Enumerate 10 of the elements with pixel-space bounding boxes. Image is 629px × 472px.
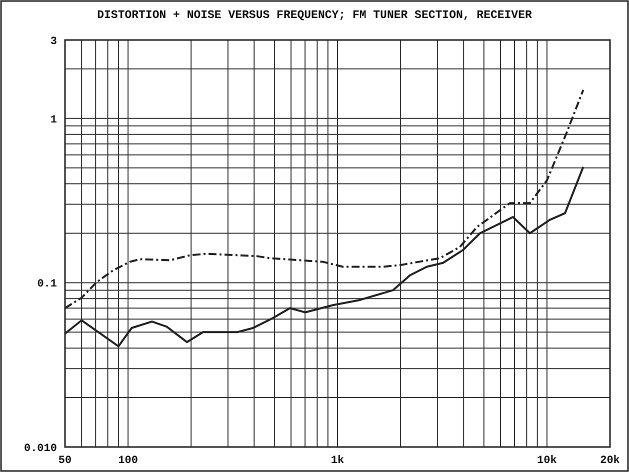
y-tick-label: 0.1 bbox=[37, 278, 58, 291]
y-tick-label: 1 bbox=[50, 114, 58, 126]
x-tick-label: 20k bbox=[600, 455, 620, 467]
x-tick-label: 100 bbox=[118, 455, 138, 467]
y-tick-label: 0.010 bbox=[24, 443, 57, 455]
chart-title: DISTORTION + NOISE VERSUS FREQUENCY; FM TUNER SECTION, RECEIVER bbox=[97, 9, 532, 22]
x-tick-label: 10k bbox=[537, 455, 558, 467]
x-tick-label: 50 bbox=[58, 455, 72, 467]
y-tick-label: 3 bbox=[50, 36, 58, 48]
x-tick-label: 1k bbox=[330, 455, 344, 467]
